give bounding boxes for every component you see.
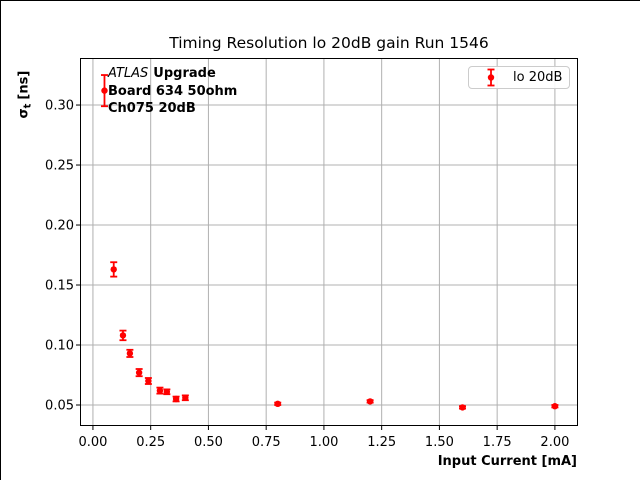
x-tick-label: 1.75 [483,435,512,450]
x-tick-label: 0.75 [252,435,281,450]
y-tick-label: 0.30 [45,99,74,114]
data-point [172,395,180,403]
y-tick-label: 0.05 [45,399,74,414]
x-tick-label: 0.00 [78,435,107,450]
data-point [551,403,559,410]
y-tick-label: 0.25 [45,159,74,174]
data-point [156,387,164,394]
data-point [163,388,171,396]
legend-series-label: lo 20dB [513,70,563,85]
data-point [459,404,466,411]
annotation-line-1: ATLAS Upgrade [108,65,237,83]
x-tick-label: 0.50 [194,435,223,450]
data-point [274,400,281,408]
x-axis-label: Input Current [mA] [437,454,577,469]
y-axis-label-subscript: t [22,103,34,109]
data-point [110,266,117,273]
x-tick-label: 1.00 [309,435,338,450]
annotation-block: ATLAS Upgrade Board 634 50ohm Ch075 20dB [108,65,237,118]
x-tick-label: 0.25 [136,435,165,450]
legend-box: lo 20dB [468,66,570,89]
x-tick-label: 1.25 [367,435,396,450]
y-axis-label-symbol: σ [16,108,32,119]
data-point [182,394,189,402]
data-point [135,369,143,376]
chart-title: Timing Resolution lo 20dB gain Run 1546 [169,34,489,52]
y-axis-label: σt [ns] [17,49,34,119]
data-point [119,332,127,339]
data-point [145,377,152,385]
y-tick-label: 0.15 [45,279,74,294]
y-tick-label: 0.20 [45,219,74,234]
plot-border [80,58,578,426]
annotation-line-3: Ch075 20dB [108,101,196,116]
annotation-upgrade-label: Upgrade [153,66,216,81]
data-point [366,398,374,405]
y-axis-label-unit: [ns] [16,70,32,100]
data-point [126,350,134,357]
y-tick-label: 0.10 [45,339,74,354]
x-tick-label: 1.50 [425,435,454,450]
x-tick-label: 2.00 [540,435,569,450]
data-point [101,87,108,94]
legend-errorbar-icon [487,68,495,87]
annotation-experiment-name: ATLAS [108,66,149,81]
annotation-line-2: Board 634 50ohm [108,83,238,99]
